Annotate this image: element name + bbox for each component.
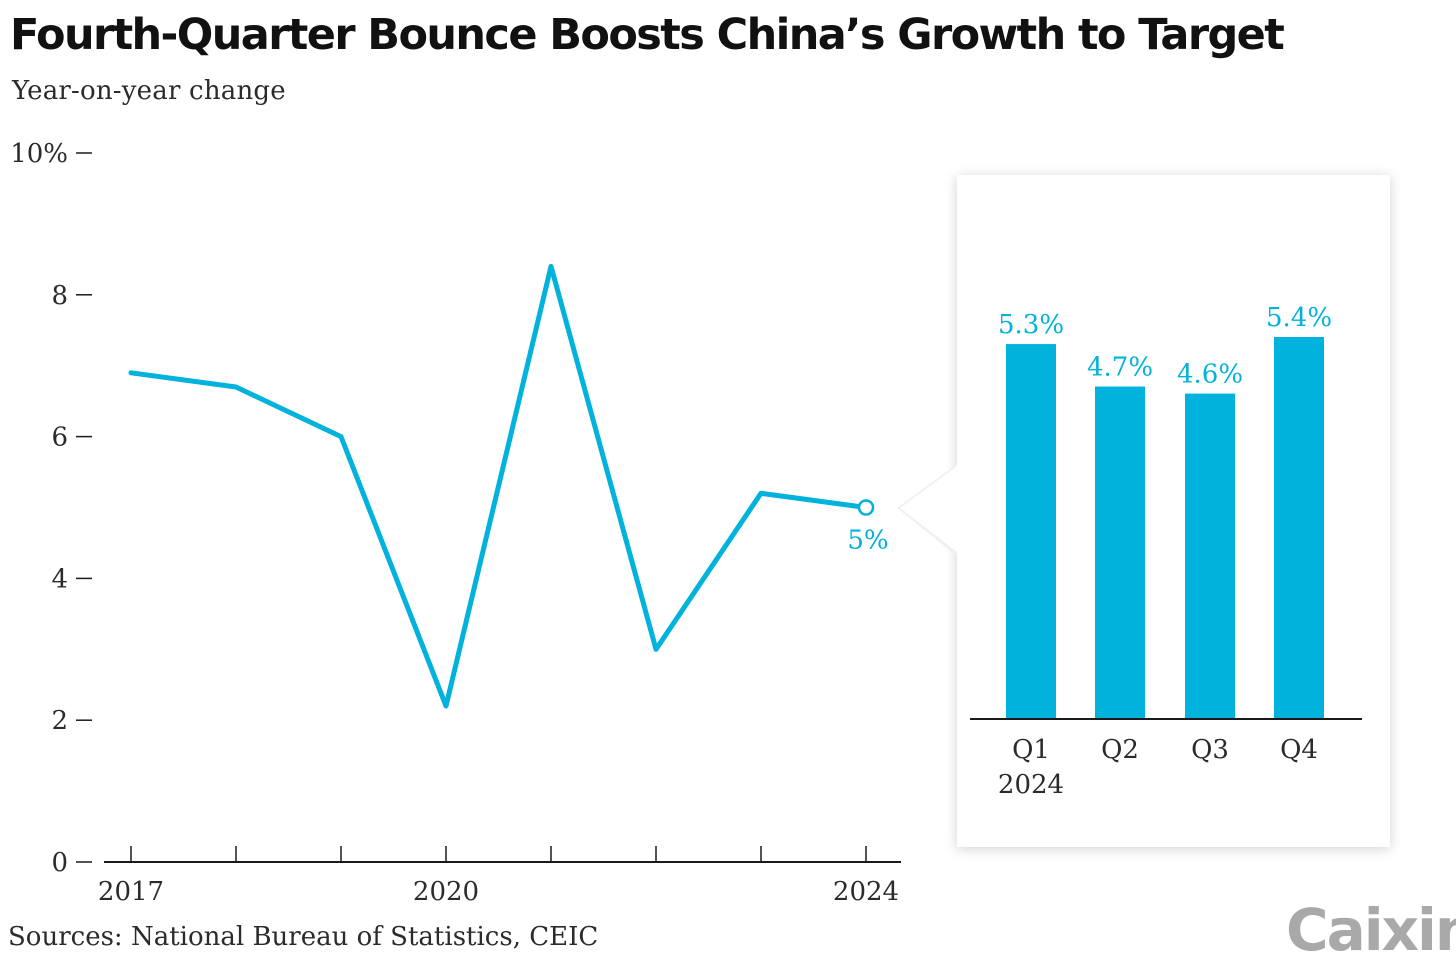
caixin-logo: Caixin xyxy=(1286,896,1456,964)
quarter-bar xyxy=(1095,386,1145,719)
y-tick-label: 6 xyxy=(51,423,68,453)
x-tick-label: 2024 xyxy=(833,877,899,907)
quarter-bar xyxy=(1006,344,1056,719)
gdp-growth-line xyxy=(128,263,869,709)
chart-title: Fourth-Quarter Bounce Boosts China’s Gro… xyxy=(10,10,1285,60)
last-point-label: 5% xyxy=(847,526,888,556)
bar-value-label: 4.7% xyxy=(1087,353,1153,383)
quarter-label: Q3 xyxy=(1191,735,1229,765)
bar-value-label: 5.3% xyxy=(998,310,1064,340)
y-tick-label: 2 xyxy=(51,706,68,736)
bar-value-label: 4.6% xyxy=(1177,360,1243,390)
x-tick-label: 2020 xyxy=(413,877,479,907)
quarter-label: Q2 xyxy=(1101,735,1139,765)
source-note: Sources: National Bureau of Statistics, … xyxy=(8,922,599,952)
quarter-bar xyxy=(1185,393,1235,719)
last-point-marker xyxy=(857,499,875,516)
bar-value-label: 5.4% xyxy=(1266,303,1332,333)
y-tick-label: 0 xyxy=(51,848,68,878)
year-sublabel: 2024 xyxy=(998,770,1064,800)
quarter-label: Q4 xyxy=(1280,735,1318,765)
inset-pointer xyxy=(900,466,957,552)
x-tick-label: 2017 xyxy=(98,877,164,907)
y-tick-label: 4 xyxy=(51,564,68,594)
chart-subtitle: Year-on-year change xyxy=(12,76,286,106)
y-tick-label: 10% xyxy=(10,139,68,169)
quarter-label: Q1 xyxy=(1012,735,1050,765)
quarterly-bar-chart: 5.3% Q1 4.7% Q2 4.6% Q3 5.4% Q4 2024 xyxy=(970,303,1362,800)
y-tick-label: 8 xyxy=(51,281,68,311)
quarter-bar xyxy=(1274,337,1324,719)
annual-line-chart: 0 2 4 6 8 10% 2017 2020 2024 5% xyxy=(10,139,957,907)
